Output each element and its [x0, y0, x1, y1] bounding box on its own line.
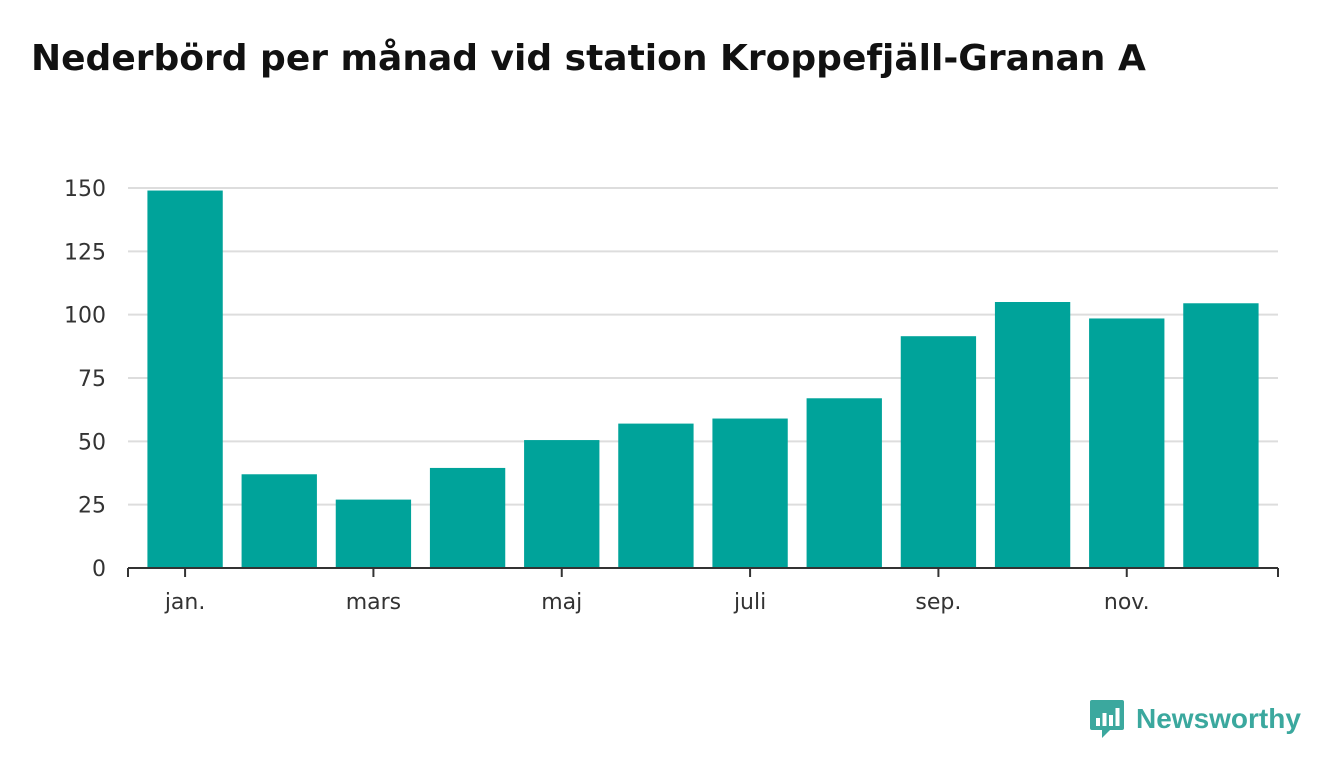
x-tick-label-mars: mars — [346, 590, 401, 615]
bar-sep — [900, 336, 977, 568]
bar-dec — [1183, 303, 1259, 568]
bar-okt — [994, 302, 1071, 568]
gridlines — [128, 187, 1278, 506]
bar-juni — [618, 423, 694, 568]
bar-maj — [524, 440, 600, 568]
bar-juli — [712, 418, 788, 568]
x-tick-label-sep: sep. — [915, 590, 961, 615]
newsworthy-logo: Newsworthy — [1088, 698, 1301, 740]
x-tick-label-jan: jan. — [164, 590, 206, 615]
chart-title: Nederbörd per månad vid station Kroppefj… — [31, 38, 1146, 79]
bar-feb — [241, 474, 317, 568]
y-tick-label-50: 50 — [78, 430, 106, 455]
bar-april — [429, 467, 506, 568]
bar-aug — [806, 398, 882, 568]
axes: 0 25 50 75 100 125 150 jan. mars maj juli sep. nov. — [64, 177, 1279, 615]
bar-jan — [147, 190, 223, 569]
x-tick-label-juli: juli — [733, 590, 766, 615]
y-tick-label-25: 25 — [78, 494, 106, 519]
brand-name: Newsworthy — [1136, 703, 1301, 734]
x-tick-label-nov: nov. — [1104, 590, 1150, 615]
y-tick-label-150: 150 — [64, 177, 106, 202]
y-tick-label-0: 0 — [92, 557, 106, 582]
y-tick-label-100: 100 — [64, 304, 106, 329]
y-tick-label-125: 125 — [64, 240, 106, 265]
y-tick-label-75: 75 — [78, 367, 106, 392]
bar-nov — [1089, 318, 1165, 568]
x-tick-label-maj: maj — [541, 590, 582, 615]
bar-chart-bubble-icon — [1090, 700, 1124, 738]
bar-mars — [335, 499, 412, 568]
bars — [147, 190, 1259, 569]
